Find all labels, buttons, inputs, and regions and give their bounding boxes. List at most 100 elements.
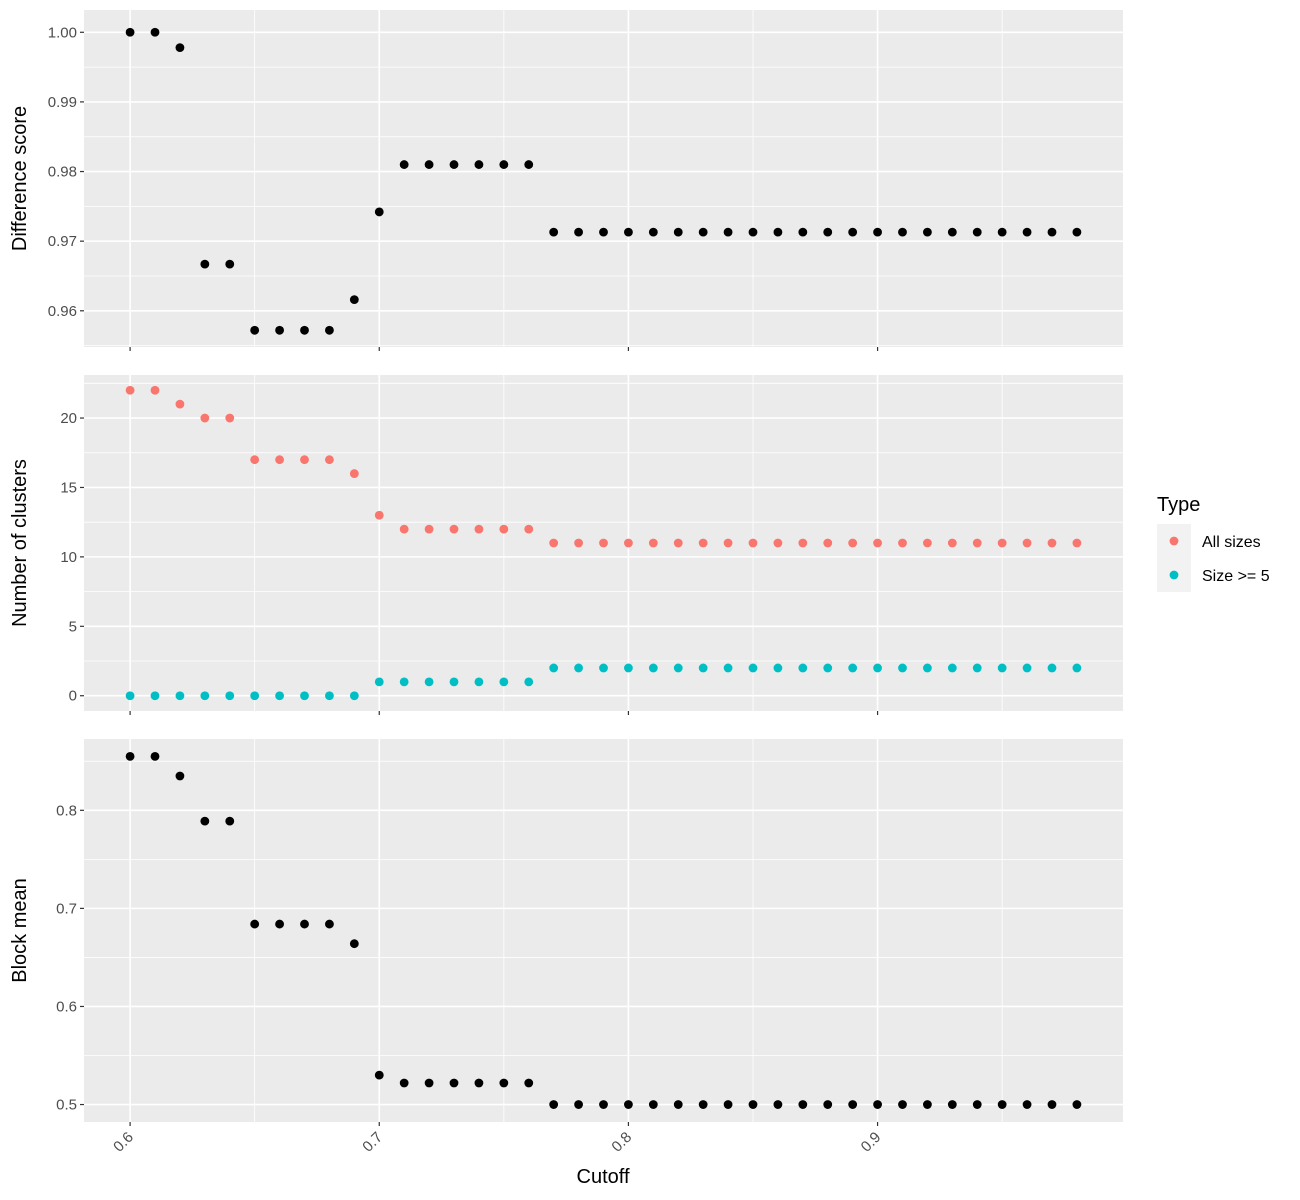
data-point [125,691,135,701]
data-point [250,455,260,465]
y-axis-title: Block mean [9,878,31,983]
panels-layer: 0.96 0.97 0.98 0.99 1.00 Difference score 0 5 10… [9,10,1123,1156]
data-point [698,663,708,673]
legend: Type All sizes Size >= 5 [1157,494,1270,592]
data-point [1072,227,1082,237]
data-point [549,663,559,673]
data-point [225,413,235,423]
data-point [947,1100,957,1109]
data-point [574,538,583,548]
data-point [200,691,210,701]
data-point [624,1100,633,1109]
data-point [574,227,583,237]
data-point [1047,663,1057,673]
data-point [1022,227,1032,237]
data-point [1072,538,1082,548]
data-point [200,413,210,423]
data-point [997,538,1007,548]
data-point [972,538,982,548]
y-tick-label: 0.7 [56,900,77,917]
data-point [848,227,858,237]
data-point [524,160,534,169]
data-point [823,663,833,673]
data-point [624,227,633,237]
data-point [499,677,509,687]
data-point [275,691,284,701]
data-point [374,510,384,520]
panel-background [84,739,1123,1122]
data-point [599,538,608,548]
data-point [873,663,882,673]
data-point [399,677,409,687]
data-point [923,538,932,548]
y-tick-label: 0.5 [56,1097,77,1114]
data-point [374,207,384,217]
data-point [349,939,359,949]
data-point [848,538,858,548]
data-point [599,663,608,673]
y-axis-title: Difference score [9,106,31,251]
data-point [524,1078,534,1088]
data-point [898,538,907,548]
data-point [798,538,808,548]
data-point [549,227,559,237]
data-point [175,771,185,781]
data-point [325,919,334,929]
data-point [723,663,733,673]
data-point [524,524,534,534]
data-point [424,677,434,687]
data-point [275,325,284,335]
data-point [399,1078,409,1088]
y-tick-label: 10 [60,549,77,566]
data-point [150,27,160,37]
data-point [673,663,683,673]
data-point [125,27,135,37]
data-point [798,1100,808,1109]
series-1 [125,751,1082,1109]
data-point [947,227,957,237]
y-tick-label: 5 [69,618,77,635]
data-point [200,816,210,826]
data-point [773,663,783,673]
data-point [624,538,633,548]
data-point [549,538,559,548]
data-point [923,227,932,237]
series-1 [125,385,1082,548]
data-point [250,919,260,929]
data-point [399,524,409,534]
data-point [474,524,484,534]
data-point [798,663,808,673]
data-point [374,677,384,687]
data-point [673,538,683,548]
data-point [873,538,882,548]
data-point [848,663,858,673]
legend-entry: All sizes [1157,524,1261,558]
data-point [125,385,135,395]
y-tick-label: 0.96 [48,303,77,320]
data-point [474,1078,484,1088]
data-point [748,538,758,548]
data-point [823,227,833,237]
y-tick-label: 20 [60,410,77,427]
data-point [773,1100,783,1109]
y-tick-label: 0 [69,688,77,705]
data-point [823,1100,833,1109]
data-point [150,751,160,761]
data-point [499,1078,509,1088]
data-point [723,1100,733,1109]
data-point [748,663,758,673]
data-point [823,538,833,548]
data-point [648,538,658,548]
data-point [599,1100,608,1109]
y-tick-label: 0.97 [48,233,77,250]
data-point [200,259,210,269]
data-point [648,663,658,673]
data-point [1047,538,1057,548]
data-point [175,43,185,52]
data-point [723,538,733,548]
data-point [898,227,907,237]
data-point [748,1100,758,1109]
data-point [673,1100,683,1109]
data-point [125,751,135,761]
data-point [150,385,160,395]
